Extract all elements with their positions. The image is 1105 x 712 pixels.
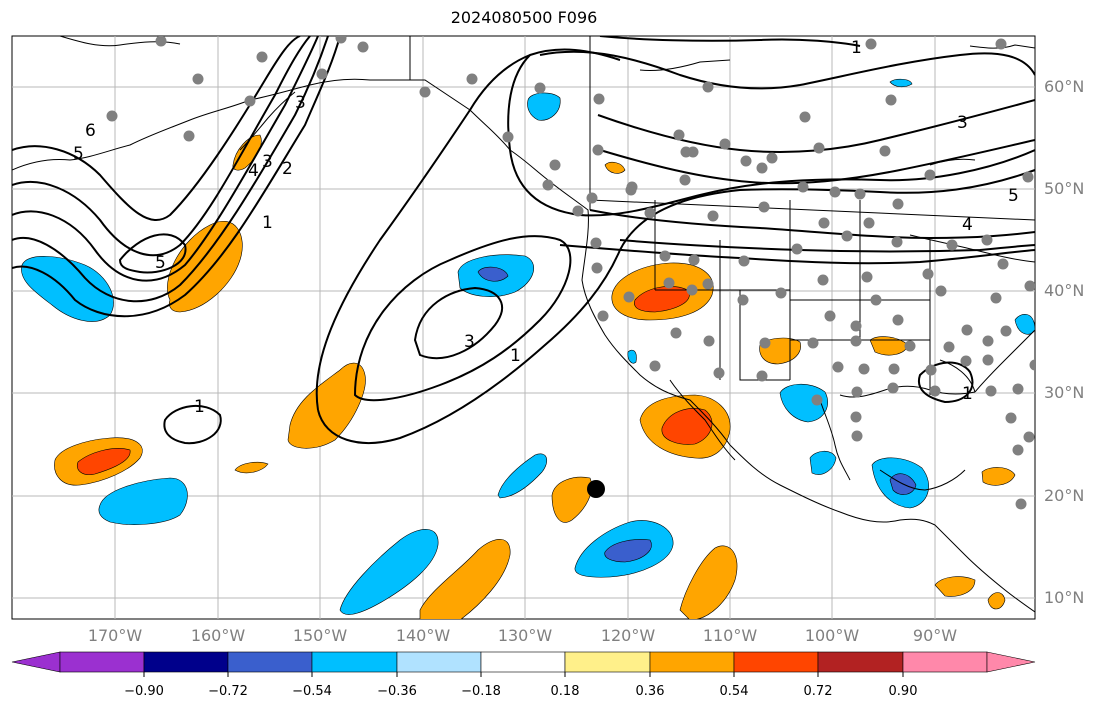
colorbar-tick-label: 0.90	[888, 684, 918, 699]
lat-label-30n: 30°N	[1044, 383, 1085, 402]
lat-label-60n: 60°N	[1044, 77, 1085, 96]
colorbar-tick-label: 0.36	[635, 684, 665, 699]
lon-label-150w: 150°W	[292, 626, 348, 645]
colorbar-tick-label: −0.36	[377, 684, 417, 699]
contour-label: 4	[248, 161, 259, 181]
contour-label: 5	[1008, 186, 1019, 206]
lat-label-40n: 40°N	[1044, 281, 1085, 300]
lon-label-140w: 140°W	[395, 626, 451, 645]
colorbar	[11, 651, 1036, 677]
contour-lines	[12, 36, 1035, 445]
lon-label-110w: 110°W	[702, 626, 758, 645]
contour-label: 6	[85, 121, 96, 141]
contour-label: 1	[262, 213, 273, 233]
lon-label-160w: 160°W	[190, 626, 246, 645]
contour-label: 3	[295, 93, 306, 113]
contour-label: 1	[962, 384, 973, 404]
station-dots	[106, 36, 1035, 510]
contour-label: 5	[73, 144, 84, 164]
lat-label-20n: 20°N	[1044, 486, 1085, 505]
contour-label: 2	[282, 159, 293, 179]
contour-label: 4	[962, 215, 973, 235]
colorbar-tick-label: −0.54	[292, 684, 332, 699]
colorbar-tick-label: −0.90	[124, 684, 164, 699]
map-title: 2024080500 F096	[450, 8, 598, 27]
colorbar-tick-label: −0.18	[461, 684, 501, 699]
positive-anomaly-fills	[54, 134, 1016, 619]
highlight-marker	[587, 480, 605, 498]
contour-label: 1	[510, 346, 521, 366]
lon-label-90w: 90°W	[912, 626, 958, 645]
map-panel	[11, 35, 1036, 620]
graticule	[12, 36, 1035, 619]
contour-label: 3	[464, 332, 475, 352]
lon-label-170w: 170°W	[87, 626, 143, 645]
lon-label-100w: 100°W	[804, 626, 860, 645]
contour-label: 5	[155, 253, 166, 273]
contour-label: 1	[851, 38, 862, 58]
colorbar-tick-label: −0.72	[208, 684, 248, 699]
lon-label-130w: 130°W	[497, 626, 553, 645]
colorbar-tick-label: 0.72	[803, 684, 833, 699]
contour-label: 1	[194, 397, 205, 417]
contour-label-group: 1 1 1 3 3 5 5 6 4 3 2 1 1 3 5 4	[73, 38, 1019, 417]
negative-anomaly-fills	[21, 78, 1035, 615]
lon-label-120w: 120°W	[600, 626, 656, 645]
lat-label-10n: 10°N	[1044, 588, 1085, 607]
colorbar-low-extension	[11, 651, 61, 673]
colorbar-tick-label: 0.18	[550, 684, 580, 699]
colorbar-tick-label: 0.54	[719, 684, 749, 699]
colorbar-high-extension	[986, 651, 1036, 673]
contour-label: 3	[262, 152, 273, 172]
contour-label: 3	[957, 113, 968, 133]
lat-label-50n: 50°N	[1044, 179, 1085, 198]
